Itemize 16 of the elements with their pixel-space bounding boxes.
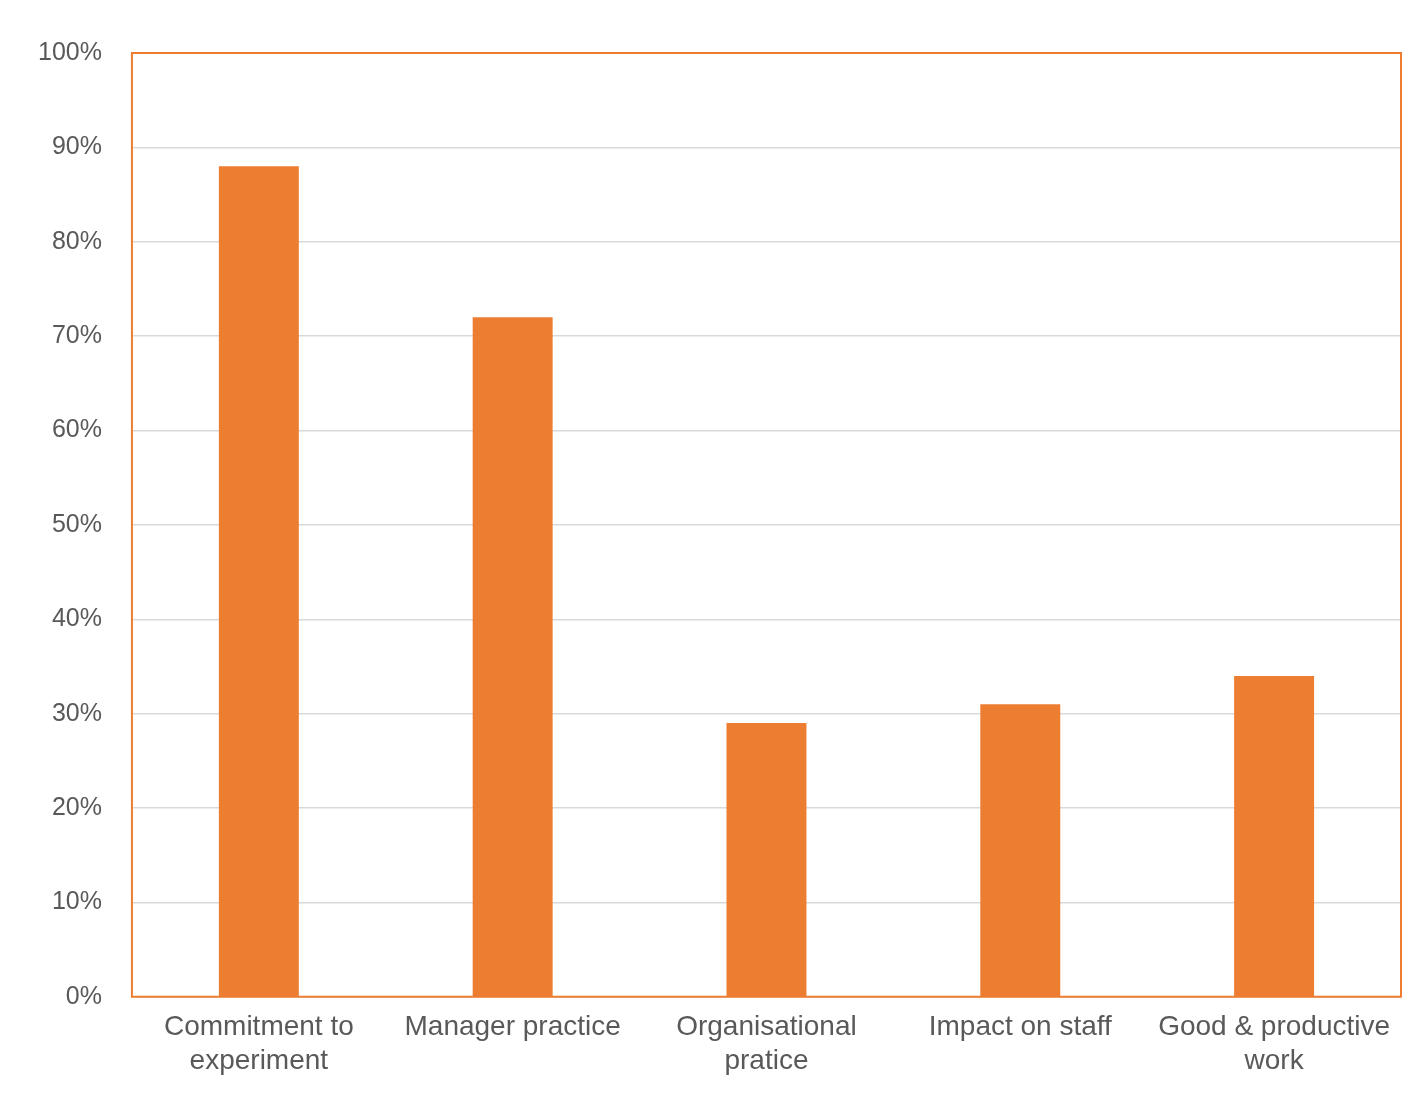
y-tick-label: 90% xyxy=(51,131,102,160)
y-tick-label: 20% xyxy=(51,791,102,820)
x-tick-label: Manager practice xyxy=(404,1010,621,1042)
y-tick-label: 40% xyxy=(51,603,102,632)
y-tick-label: 50% xyxy=(51,508,102,537)
x-tick-label: Commitment to experiment xyxy=(163,1010,354,1075)
y-tick-label: 100% xyxy=(37,36,102,65)
y-tick-label: 0% xyxy=(65,980,102,1009)
y-tick-label: 70% xyxy=(51,320,102,349)
y-tick-label: 80% xyxy=(51,225,102,254)
y-tick-label: 10% xyxy=(51,886,102,915)
x-tick-label: Good & productive work xyxy=(1158,1010,1391,1075)
y-tick-label: 30% xyxy=(51,697,102,726)
x-tick-label: Impact on staff xyxy=(928,1010,1113,1042)
y-tick-label: 60% xyxy=(51,414,102,443)
x-tick-label: Organisational pratice xyxy=(676,1010,857,1075)
